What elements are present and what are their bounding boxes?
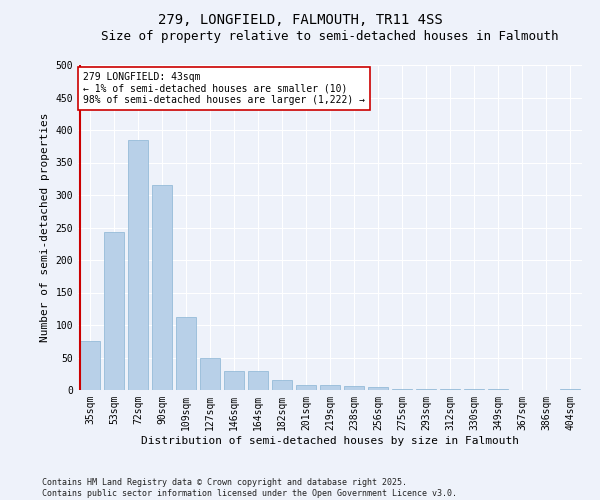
Bar bbox=[368, 388, 388, 390]
Bar bbox=[152, 185, 172, 390]
Y-axis label: Number of semi-detached properties: Number of semi-detached properties bbox=[40, 113, 50, 342]
Bar bbox=[224, 370, 244, 390]
Bar bbox=[344, 386, 364, 390]
Text: Contains HM Land Registry data © Crown copyright and database right 2025.
Contai: Contains HM Land Registry data © Crown c… bbox=[42, 478, 457, 498]
Text: 279, LONGFIELD, FALMOUTH, TR11 4SS: 279, LONGFIELD, FALMOUTH, TR11 4SS bbox=[158, 12, 442, 26]
Bar bbox=[416, 388, 436, 390]
Bar bbox=[248, 370, 268, 390]
Bar bbox=[128, 140, 148, 390]
Bar bbox=[104, 232, 124, 390]
Bar bbox=[296, 385, 316, 390]
Bar bbox=[320, 385, 340, 390]
X-axis label: Distribution of semi-detached houses by size in Falmouth: Distribution of semi-detached houses by … bbox=[141, 436, 519, 446]
Bar bbox=[80, 341, 100, 390]
Bar bbox=[200, 358, 220, 390]
Bar bbox=[176, 316, 196, 390]
Bar bbox=[392, 388, 412, 390]
Bar bbox=[272, 380, 292, 390]
Title: Size of property relative to semi-detached houses in Falmouth: Size of property relative to semi-detach… bbox=[101, 30, 559, 43]
Text: 279 LONGFIELD: 43sqm
← 1% of semi-detached houses are smaller (10)
98% of semi-d: 279 LONGFIELD: 43sqm ← 1% of semi-detach… bbox=[83, 72, 365, 104]
